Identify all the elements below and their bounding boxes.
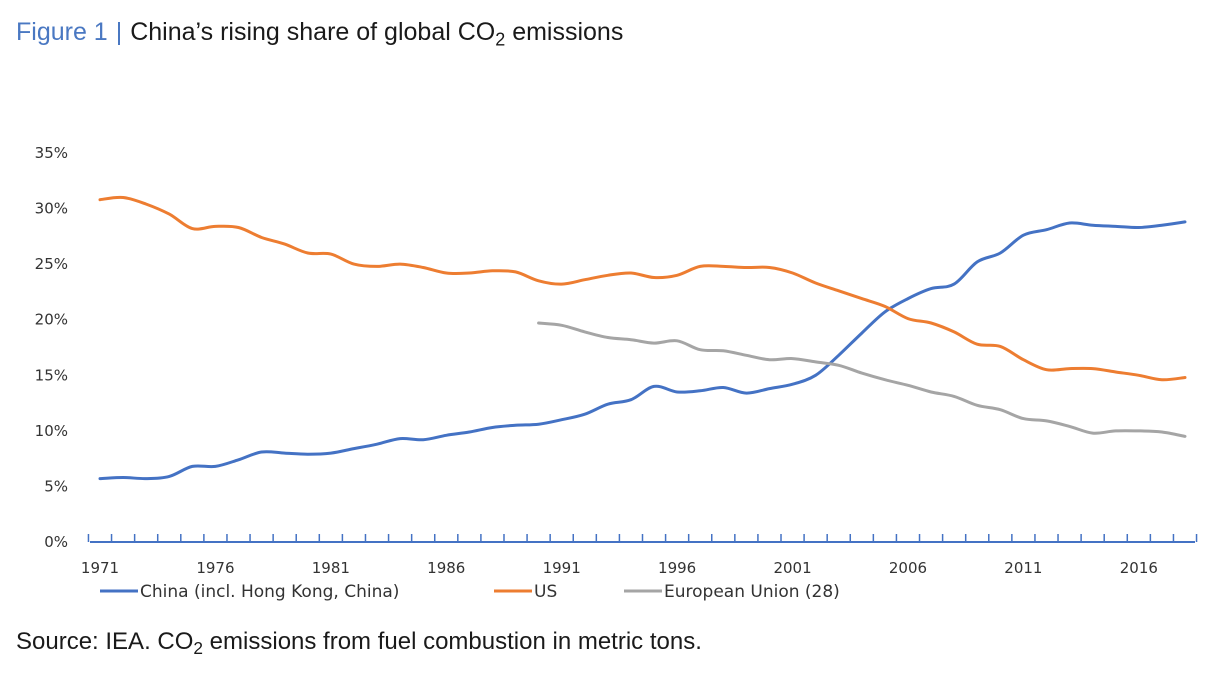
x-tick-label: 2016	[1120, 559, 1158, 577]
line-chart: 0%5%10%15%20%25%30%35% 1971 1976 1981 1986 1…	[35, 144, 1198, 602]
y-tick-label: 15%	[35, 366, 68, 384]
series-lines	[98, 195, 1187, 481]
y-tick-label: 20%	[35, 311, 68, 329]
title-text: China’s rising share of global CO	[130, 18, 496, 46]
figure-label: Figure 1	[16, 18, 108, 46]
x-tick-label: 1986	[427, 559, 465, 577]
title-subscript: 2	[495, 29, 506, 50]
figure-title: Figure 1 | China’s rising share of global …	[16, 18, 624, 50]
series-line-1	[98, 220, 1187, 481]
source-subscript: 2	[193, 638, 204, 659]
y-tick-label: 35%	[35, 144, 68, 162]
source-text: Source: IEA. CO	[16, 628, 194, 655]
x-axis: 1971 1976 1981 1986 1991 1996 2001 2006 2011 2016	[81, 534, 1198, 577]
x-tick-label: 2006	[889, 559, 927, 577]
legend: China (incl. Hong Kong, China) US European…	[100, 582, 840, 602]
x-tick-label: 1996	[658, 559, 696, 577]
x-tick-label: 1991	[543, 559, 581, 577]
legend-label: European Union (28)	[664, 582, 840, 602]
source-note: Source: IEA. CO2 emissions from fuel com…	[16, 628, 702, 659]
title-tail: emissions	[505, 18, 624, 46]
y-tick-label: 10%	[35, 422, 68, 440]
x-tick-label: 2011	[1004, 559, 1042, 577]
x-tick-label: 1976	[196, 559, 234, 577]
x-tick-label: 1981	[312, 559, 350, 577]
y-tick-label: 30%	[35, 200, 68, 218]
legend-label: China (incl. Hong Kong, China)	[140, 582, 399, 602]
y-axis-labels: 0% 5% 10% 15% 20% 25% 30% 35%	[35, 144, 68, 551]
series-line-2	[98, 195, 1187, 382]
y-tick-label: 0%	[44, 533, 68, 551]
x-tick-label: 1971	[81, 559, 119, 577]
legend-label: US	[534, 582, 557, 602]
x-tick-label: 2001	[773, 559, 811, 577]
y-tick-label: 25%	[35, 255, 68, 273]
title-separator: |	[115, 18, 123, 46]
source-tail: emissions from fuel combustion in metric…	[203, 628, 702, 655]
y-tick-label: 5%	[44, 477, 68, 495]
series-line-3	[537, 321, 1187, 438]
